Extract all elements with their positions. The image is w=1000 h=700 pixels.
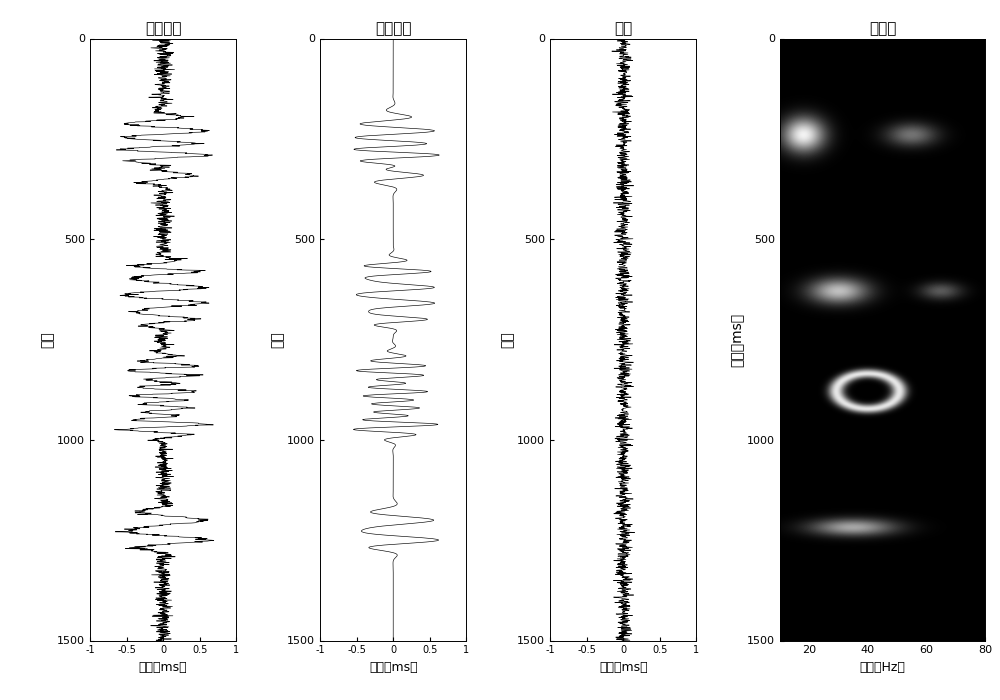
Title: 原始信号: 原始信号	[145, 21, 181, 36]
Y-axis label: 振幅: 振幅	[270, 331, 284, 348]
X-axis label: 时间（ms）: 时间（ms）	[139, 661, 187, 674]
Y-axis label: 时间（ms）: 时间（ms）	[730, 312, 744, 367]
Y-axis label: 振幅: 振幅	[500, 331, 514, 348]
Title: 时频谱: 时频谱	[869, 21, 896, 36]
Title: 残差: 残差	[614, 21, 632, 36]
X-axis label: 频率（Hz）: 频率（Hz）	[860, 661, 906, 674]
X-axis label: 时间（ms）: 时间（ms）	[599, 661, 648, 674]
X-axis label: 时间（ms）: 时间（ms）	[369, 661, 418, 674]
Y-axis label: 振幅: 振幅	[40, 331, 54, 348]
Title: 重构信号: 重构信号	[375, 21, 411, 36]
